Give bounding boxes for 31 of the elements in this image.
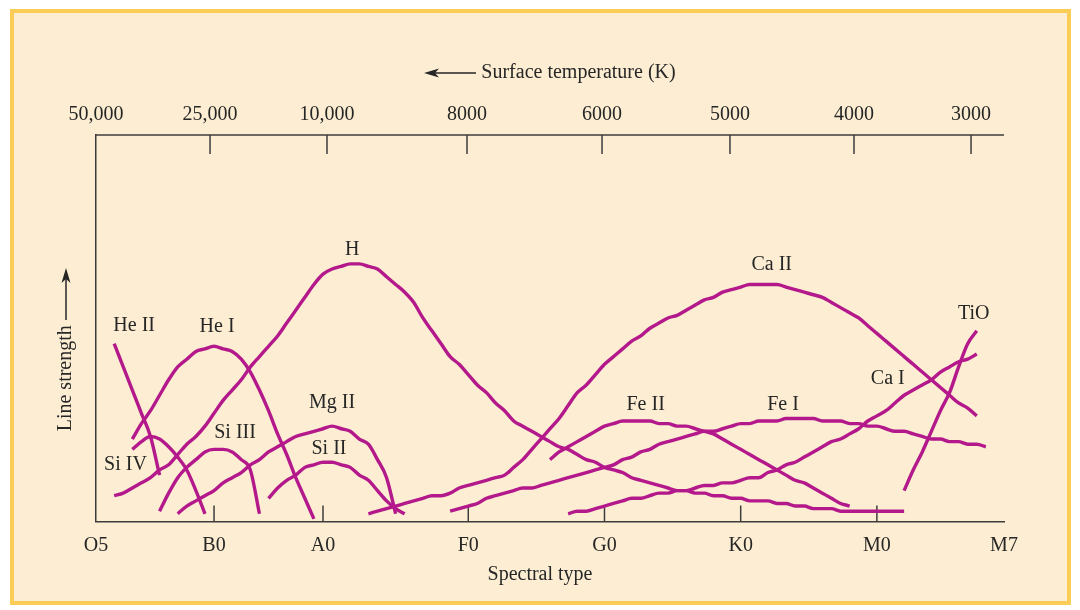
series-label: Ca I <box>870 366 905 389</box>
series-label: Ca II <box>751 251 793 274</box>
text: 8000 <box>447 102 488 125</box>
series-label: Fe I <box>767 391 799 414</box>
x-tick-label: F0 <box>457 532 479 555</box>
x-tick-label: K0 <box>728 532 753 555</box>
text: 50,000 <box>68 102 124 125</box>
series-label: H <box>345 237 360 260</box>
series-label: Si II <box>311 436 347 459</box>
y-axis-title: Line strength <box>53 325 77 432</box>
series-label: Fe II <box>626 392 665 415</box>
x-tick-label: M7 <box>990 532 1018 555</box>
series-label: He II <box>113 312 155 335</box>
series-label: Si IV <box>104 451 148 474</box>
text: 5000 <box>709 102 750 125</box>
x-tick-label: A0 <box>310 532 336 555</box>
x2-axis-title: Surface temperature (K) <box>481 60 676 84</box>
text: 6000 <box>582 102 623 125</box>
series-label: Mg II <box>309 390 356 414</box>
x-tick-label: O5 <box>83 532 109 555</box>
text: 3000 <box>951 102 992 125</box>
text: 4000 <box>834 102 874 125</box>
x-tick-label: M0 <box>862 532 891 555</box>
x-tick-label: G0 <box>592 532 617 555</box>
text: 10,000 <box>299 102 355 125</box>
x-axis-title: Spectral type <box>487 561 593 585</box>
x-tick-label: B0 <box>202 532 226 555</box>
series-label: TiO <box>958 301 990 324</box>
series-label: He I <box>199 313 235 336</box>
series-label: Si III <box>214 419 256 442</box>
text: 25,000 <box>182 102 238 125</box>
